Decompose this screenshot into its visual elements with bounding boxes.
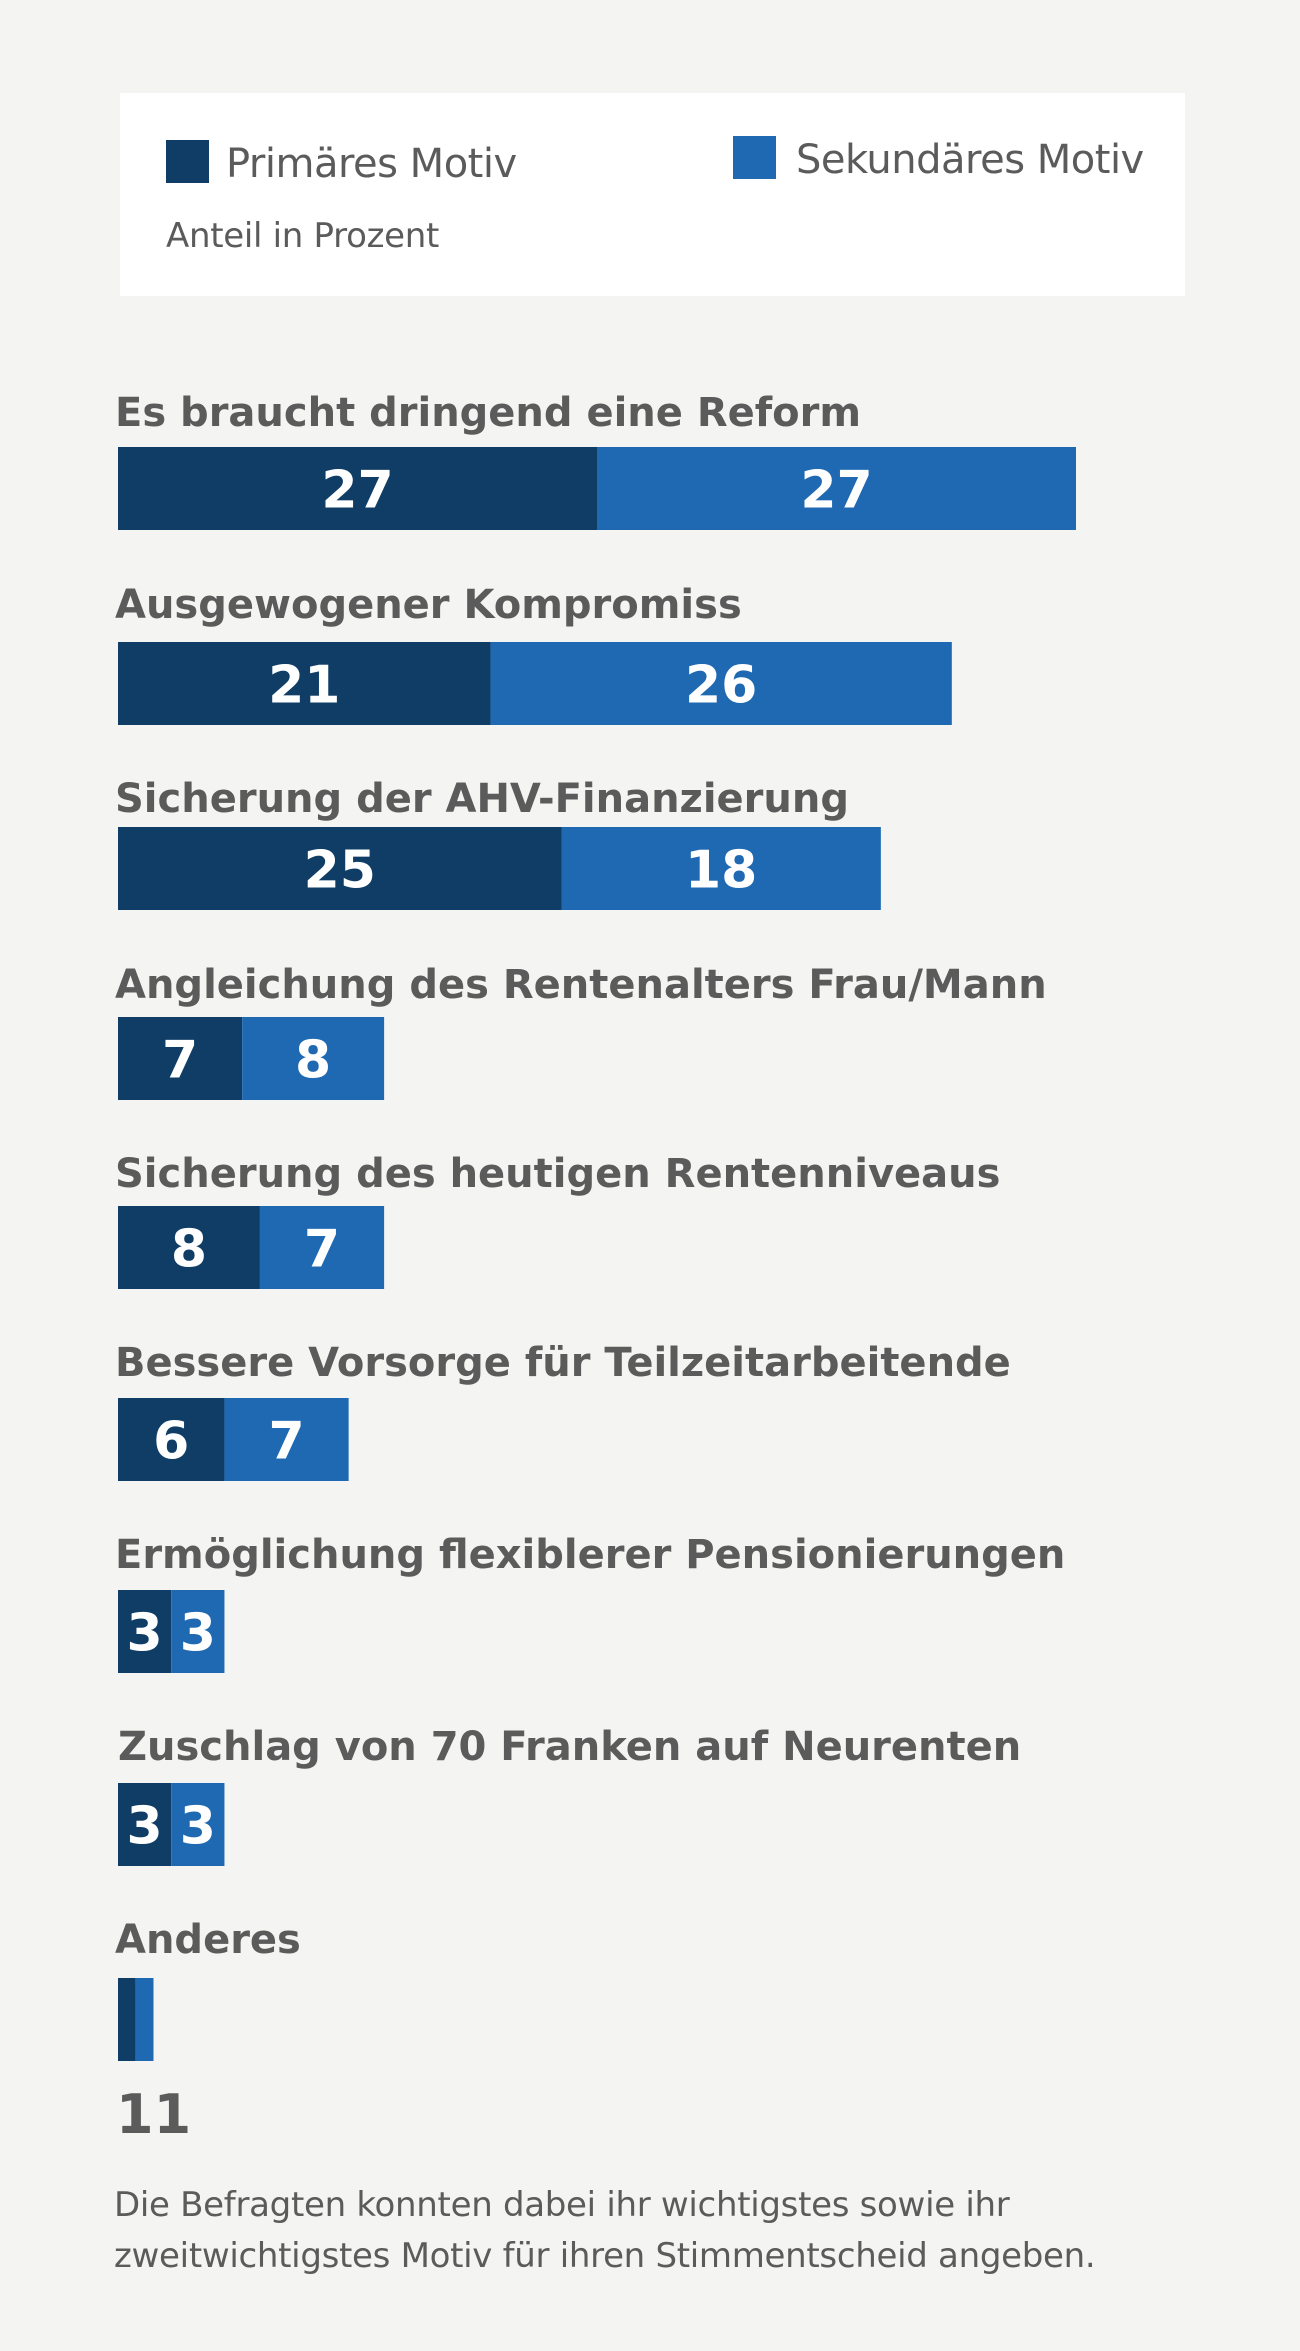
category-label: Sicherung der AHV-Finanzierung <box>115 776 849 822</box>
data-label-secondary: 18 <box>685 841 757 901</box>
data-label-secondary: 27 <box>800 461 872 521</box>
bar-segment-primary <box>118 447 597 530</box>
bar-segment-secondary <box>490 642 952 725</box>
bar-segment-secondary <box>597 447 1076 530</box>
data-label-primary: 6 <box>153 1412 189 1472</box>
category-label: Ermöglichung flexiblerer Pensionierungen <box>115 1532 1065 1578</box>
data-label-secondary: 26 <box>685 656 757 716</box>
bar-segment-primary <box>118 1398 225 1481</box>
category-label: Sicherung des heutigen Rentenniveaus <box>115 1151 1000 1197</box>
data-label-primary: 7 <box>162 1031 198 1091</box>
bar-segment-primary <box>118 642 491 725</box>
stacked-bar-chart: Es braucht dringend eine Reform 27 27 Ausge… <box>115 390 1076 2146</box>
legend-subtitle: Anteil in Prozent <box>166 216 440 256</box>
data-label-primary: 25 <box>304 841 376 901</box>
data-label-primary: 21 <box>268 656 340 716</box>
data-label-secondary: 3 <box>180 1797 216 1857</box>
bar-segment-primary <box>118 1783 172 1866</box>
data-label-secondary: 3 <box>180 1604 216 1664</box>
bar-segment-secondary <box>171 1783 225 1866</box>
bar-segment-secondary <box>171 1590 225 1673</box>
data-label-primary: 3 <box>127 1604 163 1664</box>
data-label-secondary: 7 <box>268 1412 304 1472</box>
bar-segment-primary <box>118 827 562 910</box>
data-label-secondary: 7 <box>304 1220 340 1280</box>
data-label-secondary: 8 <box>295 1031 331 1091</box>
data-label-primary: 27 <box>321 461 393 521</box>
bar-segment-primary <box>118 1590 172 1673</box>
data-label-primary: 8 <box>171 1220 207 1280</box>
category-label: Es braucht dringend eine Reform <box>115 390 861 436</box>
category-label: Bessere Vorsorge für Teilzeitarbeitende <box>115 1340 1011 1386</box>
legend-swatch-secondary <box>733 136 776 179</box>
legend: Primäres Motiv Sekundäres Motiv Anteil i… <box>120 93 1185 296</box>
bar-segment-primary <box>118 1978 136 2061</box>
bar-segment-secondary <box>561 827 881 910</box>
bar-segment-secondary <box>259 1206 385 1289</box>
footnote: Die Befragten konnten dabei ihr wichtigs… <box>114 2185 1096 2276</box>
bar-segment-primary <box>118 1206 260 1289</box>
category-label: Ausgewogener Kompromiss <box>115 582 742 628</box>
bar-segment-secondary <box>135 1978 154 2061</box>
legend-label-primary: Primäres Motiv <box>226 141 517 187</box>
data-label-primary: 3 <box>127 1797 163 1857</box>
category-label: Angleichung des Rentenalters Frau/Mann <box>115 962 1047 1008</box>
category-label: Anderes <box>115 1917 301 1963</box>
bar-segment-primary <box>118 1017 243 1100</box>
bar-segment-secondary <box>224 1398 349 1481</box>
category-label: Zuschlag von 70 Franken auf Neurenten <box>118 1724 1021 1770</box>
bar-segment-secondary <box>242 1017 385 1100</box>
legend-label-secondary: Sekundäres Motiv <box>796 137 1144 183</box>
data-label-outside: 11 <box>116 2083 191 2146</box>
legend-swatch-primary <box>166 140 209 183</box>
